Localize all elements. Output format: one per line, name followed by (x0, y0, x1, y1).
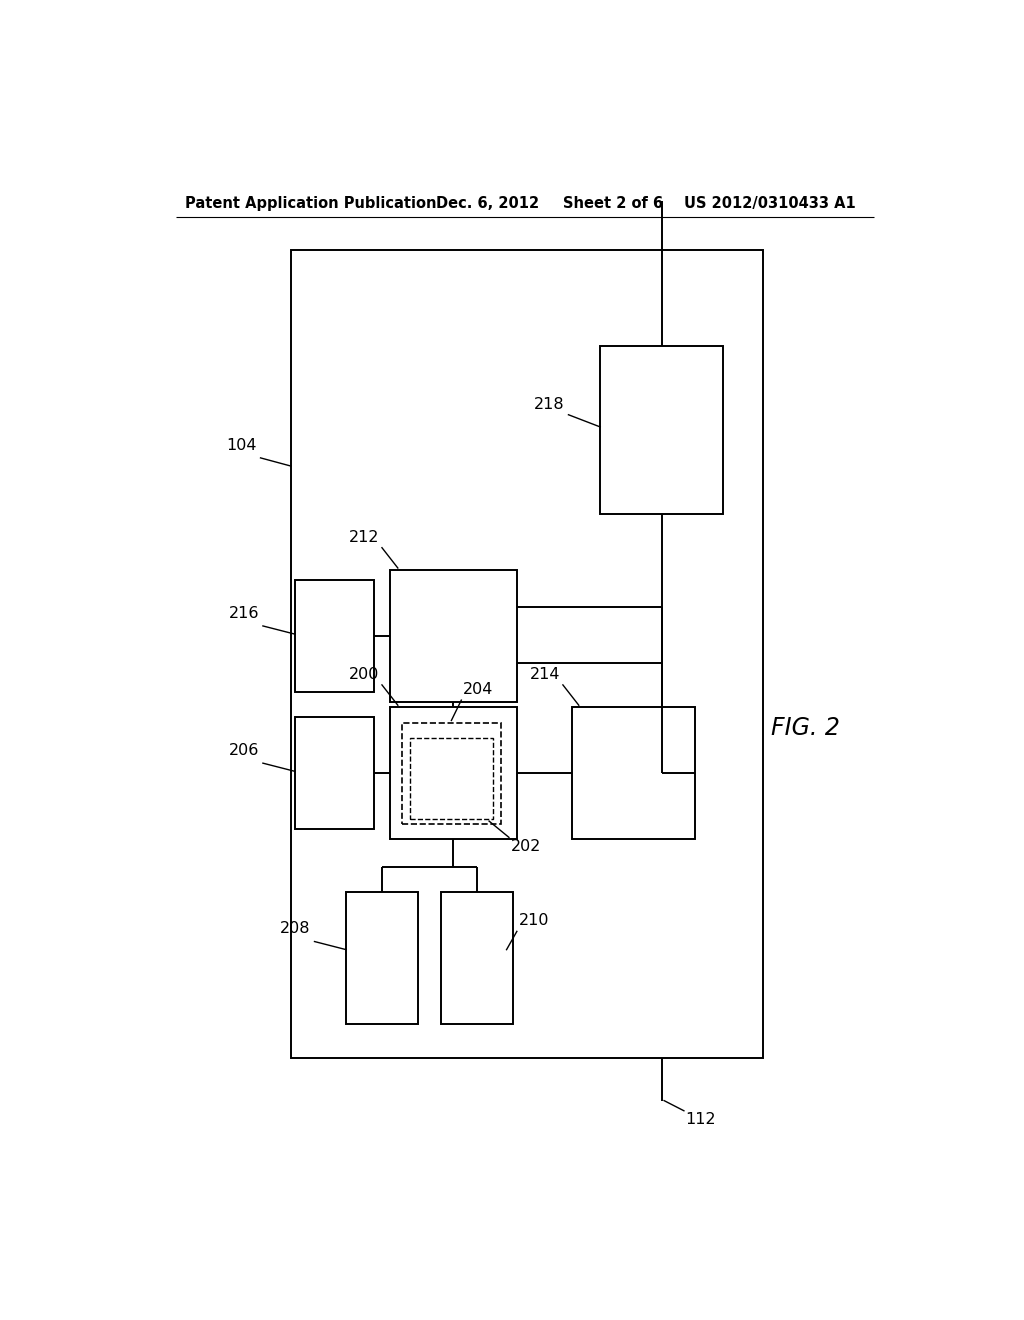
Text: 216: 216 (228, 606, 259, 620)
Text: 208: 208 (280, 921, 310, 936)
Text: 104: 104 (226, 438, 257, 453)
Bar (291, 249, 763, 1057)
Text: 204: 204 (463, 682, 494, 697)
Text: 206: 206 (228, 743, 259, 758)
Bar (410, 738, 494, 818)
Text: 112: 112 (685, 1111, 716, 1127)
Text: Patent Application Publication: Patent Application Publication (185, 195, 436, 211)
Text: FIG. 2: FIG. 2 (771, 715, 840, 739)
Text: 214: 214 (530, 667, 560, 682)
Bar (346, 892, 418, 1024)
Text: 202: 202 (511, 840, 541, 854)
Bar (390, 708, 517, 840)
Text: 210: 210 (519, 913, 550, 928)
Text: Sheet 2 of 6: Sheet 2 of 6 (563, 195, 663, 211)
Bar (401, 722, 501, 824)
Bar (572, 708, 695, 840)
Bar (295, 718, 374, 829)
Bar (600, 346, 723, 515)
Text: 212: 212 (349, 529, 380, 545)
Text: 218: 218 (534, 397, 564, 412)
Text: US 2012/0310433 A1: US 2012/0310433 A1 (684, 195, 855, 211)
Bar (441, 892, 513, 1024)
Bar (295, 581, 374, 692)
Text: 200: 200 (349, 667, 380, 682)
Bar (390, 570, 517, 702)
Text: Dec. 6, 2012: Dec. 6, 2012 (436, 195, 539, 211)
